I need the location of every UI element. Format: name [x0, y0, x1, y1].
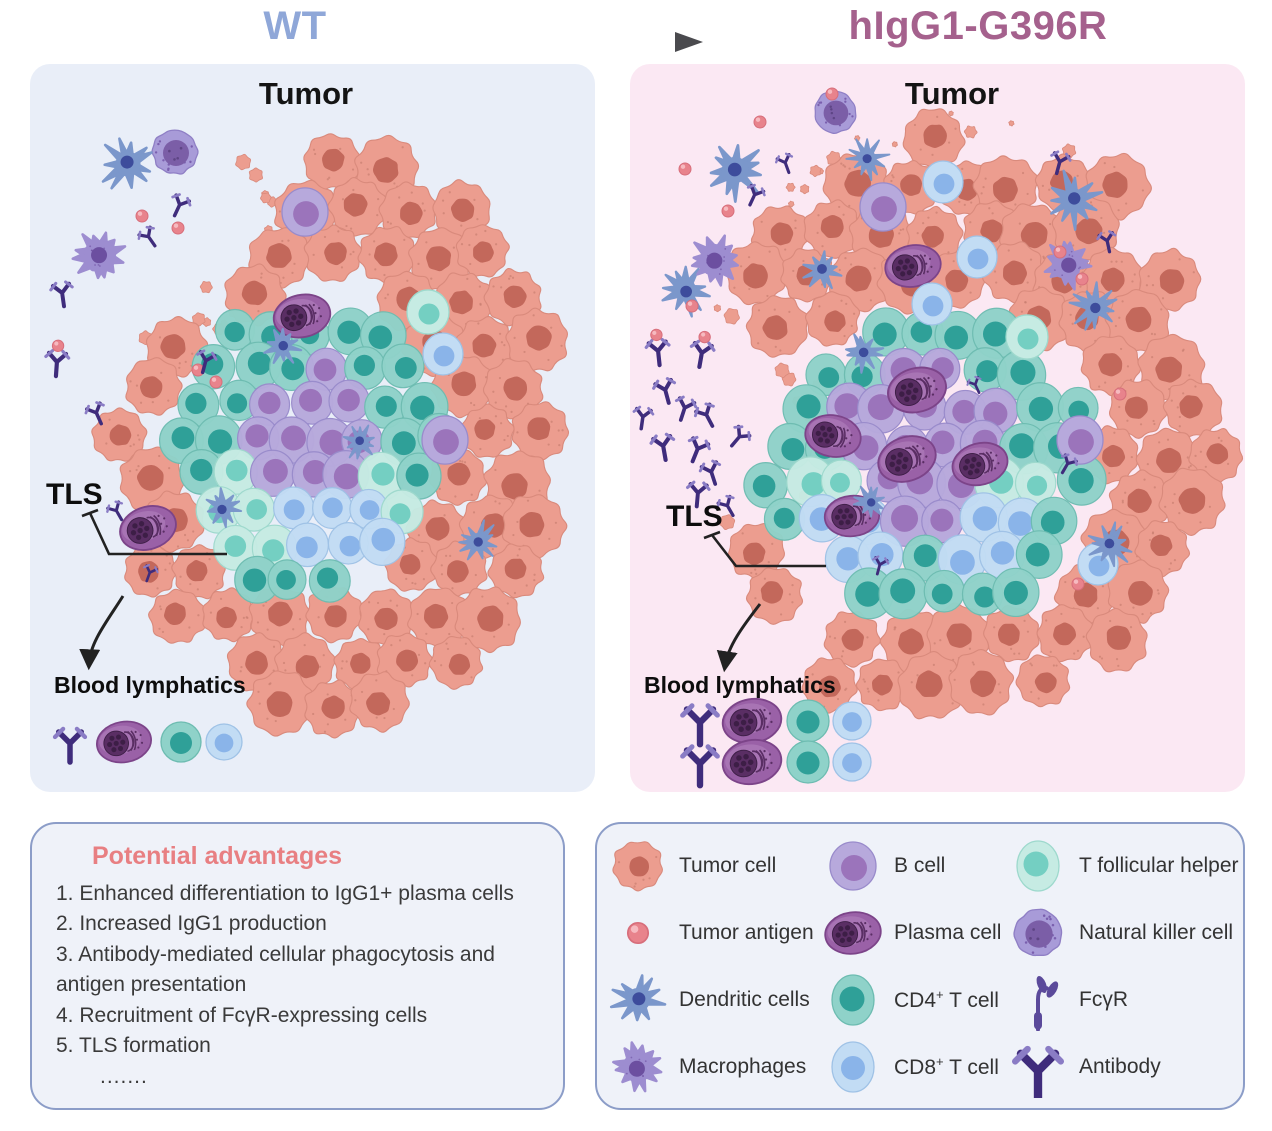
wt-title: WT	[263, 4, 327, 48]
legend-item-cd8-t-cell: CD8+ T cell	[822, 1033, 1007, 1100]
legend-item-macrophage: Macrophages	[607, 1033, 822, 1100]
advantages-title: Potential advantages	[92, 842, 343, 870]
tumor-cell-icon	[607, 835, 669, 897]
legend-label: CD8+ T cell	[894, 1053, 999, 1079]
blood-lymphatics-label: Blood lymphatics	[54, 672, 246, 698]
advantage-item: 4. Recruitment of FcγR-expressing cells	[56, 1003, 428, 1027]
legend-item-natural-killer-cell: Natural killer cell	[1007, 899, 1239, 966]
legend-grid: Tumor cell B cell T follicular helper Tumor…	[607, 832, 1239, 1104]
legend-label: Antibody	[1079, 1054, 1161, 1078]
legend-label: Tumor cell	[679, 853, 777, 877]
legend-item-cd4-t-cell: CD4+ T cell	[822, 966, 1007, 1033]
dendritic-cell-icon	[607, 969, 669, 1031]
antibody-icon	[1007, 1036, 1069, 1104]
advantage-item: 2. Increased IgG1 production	[56, 912, 327, 936]
legend-item-fcyr: FcγR	[1007, 966, 1239, 1033]
legend-item-tumor-antigen: Tumor antigen	[607, 899, 822, 966]
cd4-t-cell-icon	[822, 969, 884, 1031]
legend-item-t-follicular-helper: T follicular helper	[1007, 832, 1239, 899]
legend-label: Plasma cell	[894, 920, 1002, 944]
tls-label: TLS	[666, 500, 723, 533]
t-follicular-helper-icon	[1007, 835, 1069, 897]
higg1-g396r-title: hIgG1-G396R	[848, 4, 1108, 48]
legend-label: T follicular helper	[1079, 853, 1239, 877]
legend-label: Tumor antigen	[679, 920, 814, 944]
tumor-region-label: Tumor	[258, 76, 354, 111]
natural-killer-cell-icon	[1007, 902, 1069, 964]
plasma-cell-icon	[822, 902, 884, 964]
tls-label: TLS	[46, 478, 103, 511]
advantage-item: 1. Enhanced differentiation to IgG1+ pla…	[56, 882, 514, 905]
legend-item-tumor-cell: Tumor cell	[607, 832, 822, 899]
potential-advantages-box: Potential advantages 1. Enhanced differe…	[30, 822, 565, 1110]
cd8-t-cell-icon	[822, 1036, 884, 1098]
advantages-list: 1. Enhanced differentiation to IgG1+ pla…	[56, 879, 543, 1092]
legend-label: B cell	[894, 853, 946, 877]
legend-label: Macrophages	[679, 1054, 807, 1078]
legend-label: CD4+ T cell	[894, 986, 999, 1012]
fcyr-icon	[1007, 969, 1069, 1031]
legend-label: FcγR	[1079, 987, 1128, 1011]
advantage-item: 5. TLS formation	[56, 1034, 211, 1058]
macrophage-icon	[607, 1036, 669, 1098]
tumor-region-label: Tumor	[904, 76, 1000, 111]
legend-item-b-cell: B cell	[822, 832, 1007, 899]
legend-label: Natural killer cell	[1079, 920, 1234, 944]
g396r-tumor-scene	[632, 87, 1244, 789]
advantage-item: .......	[100, 1064, 148, 1088]
g396r-tumor-panel: Tumor TLS Blood lymphatics	[630, 64, 1245, 792]
legend-item-plasma-cell: Plasma cell	[822, 899, 1007, 966]
b-cell-icon	[822, 835, 884, 897]
legend-label: Dendritic cells	[679, 987, 810, 1011]
transition-arrow-icon	[527, 32, 703, 52]
tumor-antigen-icon	[607, 902, 669, 964]
legend-item-antibody: Antibody	[1007, 1033, 1239, 1104]
wt-tumor-scene	[44, 129, 570, 765]
legend-box: Tumor cell B cell T follicular helper Tumor…	[595, 822, 1245, 1110]
advantage-item: 3. Antibody-mediated cellular phagocytos…	[56, 942, 495, 997]
wt-tumor-panel: Tumor TLS Blood lymphatics	[30, 64, 595, 792]
blood-lymphatics-label: Blood lymphatics	[644, 672, 836, 698]
legend-item-dendritic-cell: Dendritic cells	[607, 966, 822, 1033]
